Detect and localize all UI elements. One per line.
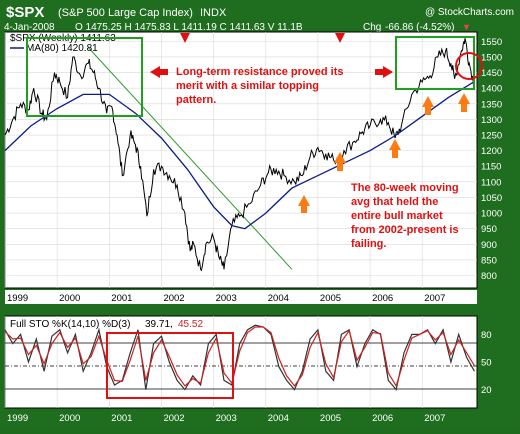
up-arrow-icon — [392, 150, 398, 158]
price-x-axis: 1999 2000 2001 2002 2003 2004 2005 2006 2007 — [7, 293, 445, 304]
price-y-tick-label: 1500 — [481, 52, 502, 63]
up-arrow-icon — [298, 195, 310, 206]
ma-note-line-5: failing. — [351, 238, 386, 250]
left-arrow-icon — [160, 69, 168, 75]
price-y-tick-label: 1200 — [481, 146, 502, 157]
ma-note-line-3: entire bull market — [351, 210, 443, 222]
left-arrow-icon — [150, 66, 160, 78]
ma-series-line — [4, 81, 475, 230]
resistance-line-2: merit with a similar topping — [176, 80, 319, 92]
up-arrow-icon — [301, 205, 307, 213]
price-x-tick-label: 2006 — [372, 293, 393, 304]
right-arrow-icon — [375, 69, 383, 75]
stoch-highlight-box — [106, 332, 234, 399]
price-y-tick-label: 1250 — [481, 131, 502, 142]
right-arrow-icon — [383, 66, 393, 78]
price-y-tick-label: 1000 — [481, 209, 502, 220]
stoch-x-tick-label: 2004 — [268, 413, 289, 424]
stoch-x-tick-label: 2000 — [59, 413, 80, 424]
price-x-tick-label: 1999 — [7, 293, 28, 304]
ticker-label: $SPX — [6, 4, 44, 21]
left-top-box — [26, 37, 143, 117]
stoch-d-value: 45.52 — [178, 319, 203, 330]
date-label: 4-Jan-2008 — [4, 22, 55, 33]
down-arrow-icon — [180, 33, 190, 43]
stoch-x-tick-label: 2007 — [424, 413, 445, 424]
up-arrow-icon — [425, 107, 431, 115]
price-x-tick-label: 2000 — [59, 293, 80, 304]
chg-value: -66.86 (-4.52%) — [385, 22, 454, 33]
resistance-line-1: Long-term resistance proved its — [176, 66, 344, 78]
up-arrow-icon — [389, 139, 401, 150]
index-name: (S&P 500 Large Cap Index) — [58, 7, 193, 19]
credit-label: @ StockCharts.com — [425, 7, 514, 18]
stoch-y-tick-label: 80 — [481, 330, 492, 341]
stoch-x-tick-label: 2006 — [372, 413, 393, 424]
price-y-tick-label: 1400 — [481, 84, 502, 95]
up-arrow-icon — [337, 163, 343, 171]
price-y-tick-label: 800 — [481, 271, 497, 282]
breakdown-circle — [455, 52, 483, 80]
stoch-y-tick-label: 20 — [481, 385, 492, 396]
up-arrow-icon — [334, 152, 346, 163]
stoch-k-value: 39.71, — [145, 319, 173, 330]
stoch-label: Full STO %K(14,10) %D(3) — [10, 319, 130, 330]
resistance-line-3: pattern. — [176, 94, 216, 106]
ma-note-line-2: avg that held the — [351, 196, 438, 208]
stoch-x-tick-label: 2002 — [163, 413, 184, 424]
price-y-tick-label: 1100 — [481, 177, 501, 188]
chg-down-icon: ▼ — [462, 22, 471, 32]
price-y-tick-label: 850 — [481, 255, 497, 266]
up-arrow-icon — [422, 96, 434, 107]
price-y-tick-label: 1550 — [481, 37, 502, 48]
trendline — [88, 47, 293, 270]
price-series-line — [4, 38, 475, 272]
price-x-tick-label: 2007 — [424, 293, 445, 304]
stoch-x-tick-label: 2005 — [320, 413, 341, 424]
stoch-x-axis: 1999 2000 2001 2002 2003 2004 2005 2006 2007 — [7, 413, 445, 424]
stoch-panel — [4, 315, 478, 409]
down-arrow-icon — [335, 33, 345, 43]
resistance-annotation: Long-term resistance proved its merit wi… — [176, 66, 344, 106]
exchange-label: INDX — [200, 7, 227, 19]
right-top-box — [395, 36, 475, 90]
stoch-y-axis: 20 50 80 — [481, 330, 492, 396]
ma-note-line-4: from 2002-present is — [351, 224, 459, 236]
price-x-tick-label: 2003 — [216, 293, 237, 304]
stoch-x-tick-label: 2001 — [111, 413, 132, 424]
price-y-tick-label: 1450 — [481, 68, 502, 79]
ma-annotation: The 80-week moving avg that held the ent… — [351, 182, 459, 250]
price-x-tick-label: 2002 — [163, 293, 184, 304]
up-arrow-icon — [461, 104, 467, 112]
price-y-tick-label: 950 — [481, 224, 497, 235]
stoch-k-line — [4, 324, 475, 391]
ma-note-line-1: The 80-week moving — [351, 182, 459, 194]
stoch-y-tick-label: 50 — [481, 358, 492, 369]
price-x-axis-strip — [5, 290, 477, 304]
price-y-tick-label: 1150 — [481, 162, 501, 173]
up-arrow-icon — [458, 93, 470, 104]
price-y-tick-label: 1050 — [481, 193, 502, 204]
price-y-tick-label: 900 — [481, 240, 497, 251]
price-x-tick-label: 2001 — [111, 293, 132, 304]
orange-arrows — [298, 93, 470, 213]
price-x-tick-label: 2005 — [320, 293, 341, 304]
stoch-x-tick-label: 2003 — [216, 413, 237, 424]
price-y-tick-label: 1350 — [481, 99, 502, 110]
stoch-x-tick-label: 1999 — [7, 413, 28, 424]
price-x-tick-label: 2004 — [268, 293, 289, 304]
ma-legend: MA(80) 1420.81 — [26, 43, 98, 54]
price-y-tick-label: 1300 — [481, 115, 502, 126]
ohlc-readout: O 1475.25 H 1475.83 L 1411.19 C 1411.63 … — [75, 22, 303, 33]
price-y-axis: 800 850 900 950 1000 1050 1100 1150 1200 1250 1300… — [481, 37, 502, 282]
chg-label: Chg — [363, 22, 381, 33]
red-arrows — [150, 33, 393, 78]
stoch-d-line — [4, 326, 475, 388]
